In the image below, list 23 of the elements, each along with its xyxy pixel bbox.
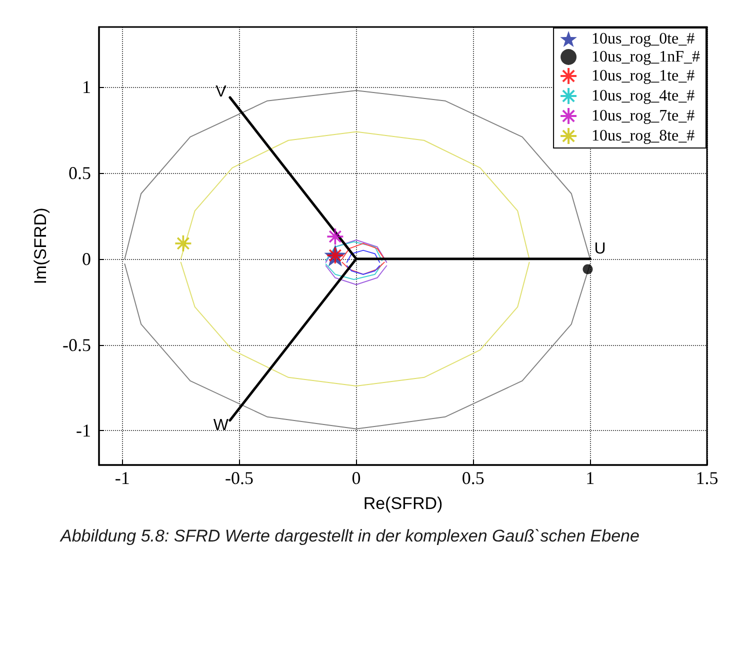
x-tick-label: 0 [352,468,361,488]
y-tick-label: 0 [82,248,91,269]
legend-label: 10us_rog_7te_# [592,108,695,124]
text: Abbildung 5.8: SFRD Werte dargestellt in der komplexen Gauß`schen Ebene [60,526,640,546]
y-tick-label: 1 [82,77,91,98]
y-tick-label: 0.5 [68,163,91,183]
x-axis-title: Re(SFRD) [363,494,443,513]
legend-label: 10us_rog_0te_# [592,30,695,48]
y-axis-title: Im(SFRD) [31,208,50,284]
legend-label: 10us_rog_1te_# [592,68,695,84]
x-tick-label: 1.5 [696,468,718,488]
y-tick-label: -0.5 [62,334,91,355]
x-tick-label: -0.5 [225,468,254,488]
x-tick-label: 0.5 [462,468,484,488]
legend-label: 10us_rog_8te_# [592,128,695,144]
series-label: V [216,84,227,101]
legend-label: 10us_rog_4te_# [592,88,695,104]
legend-label: 10us_rog_1nF_# [592,48,700,66]
series-label: W [213,417,230,434]
series-label: U [594,240,606,258]
x-tick-label: 1 [586,468,595,488]
y-tick-label: -1 [76,420,91,441]
x-tick-label: -1 [114,468,130,488]
